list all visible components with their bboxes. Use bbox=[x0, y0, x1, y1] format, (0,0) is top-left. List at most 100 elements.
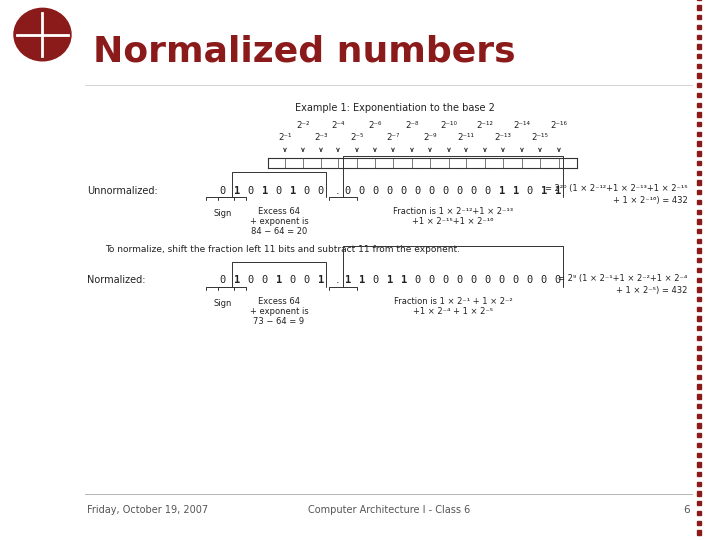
Bar bbox=[697, 200, 701, 204]
Bar bbox=[697, 375, 701, 379]
Bar bbox=[697, 336, 701, 340]
Bar bbox=[697, 404, 701, 408]
Bar bbox=[697, 73, 701, 78]
Text: = 2⁹ (1 × 2⁻¹+1 × 2⁻²+1 × 2⁻⁴: = 2⁹ (1 × 2⁻¹+1 × 2⁻²+1 × 2⁻⁴ bbox=[558, 273, 688, 282]
Bar bbox=[697, 423, 701, 428]
Text: UNIVERSITETET: UNIVERSITETET bbox=[24, 71, 60, 75]
Bar bbox=[697, 453, 701, 457]
Text: 2⁻¹²: 2⁻¹² bbox=[477, 120, 493, 130]
Text: 2⁻⁷: 2⁻⁷ bbox=[386, 132, 400, 141]
Text: 1: 1 bbox=[401, 275, 407, 285]
Bar bbox=[697, 15, 701, 19]
Text: 2⁻⁹: 2⁻⁹ bbox=[423, 132, 437, 141]
Bar bbox=[697, 151, 701, 156]
Text: 0: 0 bbox=[429, 275, 435, 285]
Text: +1 × 2⁻⁴ + 1 × 2⁻⁵: +1 × 2⁻⁴ + 1 × 2⁻⁵ bbox=[413, 307, 493, 316]
Bar bbox=[697, 346, 701, 350]
Text: .: . bbox=[336, 275, 340, 285]
Text: 0: 0 bbox=[541, 275, 547, 285]
Bar bbox=[697, 103, 701, 107]
Text: Example 1: Exponentiation to the base 2: Example 1: Exponentiation to the base 2 bbox=[295, 103, 495, 113]
Text: 0: 0 bbox=[345, 186, 351, 196]
Bar bbox=[697, 530, 701, 535]
Text: 0: 0 bbox=[527, 186, 533, 196]
Text: 73 − 64 = 9: 73 − 64 = 9 bbox=[253, 318, 305, 327]
Text: 0: 0 bbox=[499, 275, 505, 285]
Text: 2⁻¹: 2⁻¹ bbox=[278, 132, 292, 141]
Text: 2⁻⁶: 2⁻⁶ bbox=[368, 120, 382, 130]
Text: 0: 0 bbox=[513, 275, 519, 285]
Text: 0: 0 bbox=[456, 275, 463, 285]
Text: 0: 0 bbox=[527, 275, 533, 285]
Text: + 1 × 2⁻⁵) = 432: + 1 × 2⁻⁵) = 432 bbox=[616, 286, 688, 294]
Text: 0: 0 bbox=[290, 275, 296, 285]
Bar bbox=[697, 433, 701, 437]
Circle shape bbox=[14, 8, 71, 61]
Bar bbox=[697, 190, 701, 194]
Text: 0: 0 bbox=[429, 186, 435, 196]
Text: 0: 0 bbox=[262, 275, 268, 285]
Text: Unnormalized:: Unnormalized: bbox=[87, 186, 158, 196]
Text: 1: 1 bbox=[262, 186, 268, 196]
Bar bbox=[697, 180, 701, 185]
Bar bbox=[697, 355, 701, 360]
Text: 0: 0 bbox=[359, 186, 365, 196]
Text: 0: 0 bbox=[485, 275, 491, 285]
Text: UPPSALA: UPPSALA bbox=[28, 63, 57, 68]
Bar bbox=[697, 83, 701, 87]
Bar bbox=[697, 287, 701, 292]
Text: 2⁻¹⁰: 2⁻¹⁰ bbox=[441, 120, 457, 130]
Text: 2⁻¹⁶: 2⁻¹⁶ bbox=[551, 120, 567, 130]
Bar bbox=[697, 171, 701, 175]
Bar bbox=[697, 229, 701, 233]
Text: 2⁻¹⁵: 2⁻¹⁵ bbox=[531, 132, 549, 141]
Bar bbox=[697, 132, 701, 136]
Text: 1: 1 bbox=[513, 186, 519, 196]
Text: +1 × 2⁻¹⁵+1 × 2⁻¹⁶: +1 × 2⁻¹⁵+1 × 2⁻¹⁶ bbox=[413, 218, 494, 226]
Text: 0: 0 bbox=[443, 186, 449, 196]
Bar bbox=[697, 511, 701, 515]
Text: 1: 1 bbox=[234, 275, 240, 285]
Bar bbox=[697, 248, 701, 253]
Bar bbox=[697, 35, 701, 39]
Text: 2⁻⁵: 2⁻⁵ bbox=[350, 132, 364, 141]
Bar bbox=[697, 64, 701, 68]
Bar bbox=[697, 394, 701, 399]
Text: .: . bbox=[336, 186, 340, 196]
Text: Informationsteknologi: Informationsteknologi bbox=[36, 251, 49, 397]
Bar bbox=[697, 122, 701, 126]
Bar bbox=[697, 161, 701, 165]
Bar bbox=[697, 384, 701, 389]
Bar bbox=[697, 258, 701, 262]
Bar bbox=[697, 141, 701, 146]
Text: 6: 6 bbox=[683, 505, 690, 515]
Bar bbox=[697, 25, 701, 29]
Text: Fraction is 1 × 2⁻¹ + 1 × 2⁻²: Fraction is 1 × 2⁻¹ + 1 × 2⁻² bbox=[394, 298, 512, 307]
Text: 0: 0 bbox=[555, 275, 561, 285]
Text: Sign: Sign bbox=[214, 208, 232, 218]
Text: 2⁻⁸: 2⁻⁸ bbox=[405, 120, 418, 130]
Text: 1: 1 bbox=[359, 275, 365, 285]
Text: 1: 1 bbox=[290, 186, 296, 196]
Text: 0: 0 bbox=[304, 186, 310, 196]
Bar bbox=[697, 93, 701, 97]
Text: 0: 0 bbox=[443, 275, 449, 285]
Bar bbox=[697, 414, 701, 418]
Text: 0: 0 bbox=[401, 186, 407, 196]
Bar bbox=[697, 307, 701, 311]
Text: 2⁻³: 2⁻³ bbox=[314, 132, 328, 141]
Text: 1: 1 bbox=[276, 275, 282, 285]
Bar bbox=[697, 365, 701, 369]
Text: 1: 1 bbox=[555, 186, 561, 196]
Text: 2⁻¹¹: 2⁻¹¹ bbox=[457, 132, 474, 141]
Text: 2⁻¹³: 2⁻¹³ bbox=[495, 132, 511, 141]
Bar bbox=[697, 112, 701, 117]
Text: 0: 0 bbox=[471, 275, 477, 285]
Text: 0: 0 bbox=[248, 186, 254, 196]
Text: + 1 × 2⁻¹⁶) = 432: + 1 × 2⁻¹⁶) = 432 bbox=[613, 195, 688, 205]
Bar bbox=[697, 44, 701, 49]
Text: 0: 0 bbox=[304, 275, 310, 285]
Text: + exponent is: + exponent is bbox=[250, 218, 308, 226]
Text: Normalized numbers: Normalized numbers bbox=[93, 35, 516, 69]
Text: To normalize, shift the fraction left 11 bits and subtract 11 from the exponent.: To normalize, shift the fraction left 11… bbox=[105, 246, 460, 254]
